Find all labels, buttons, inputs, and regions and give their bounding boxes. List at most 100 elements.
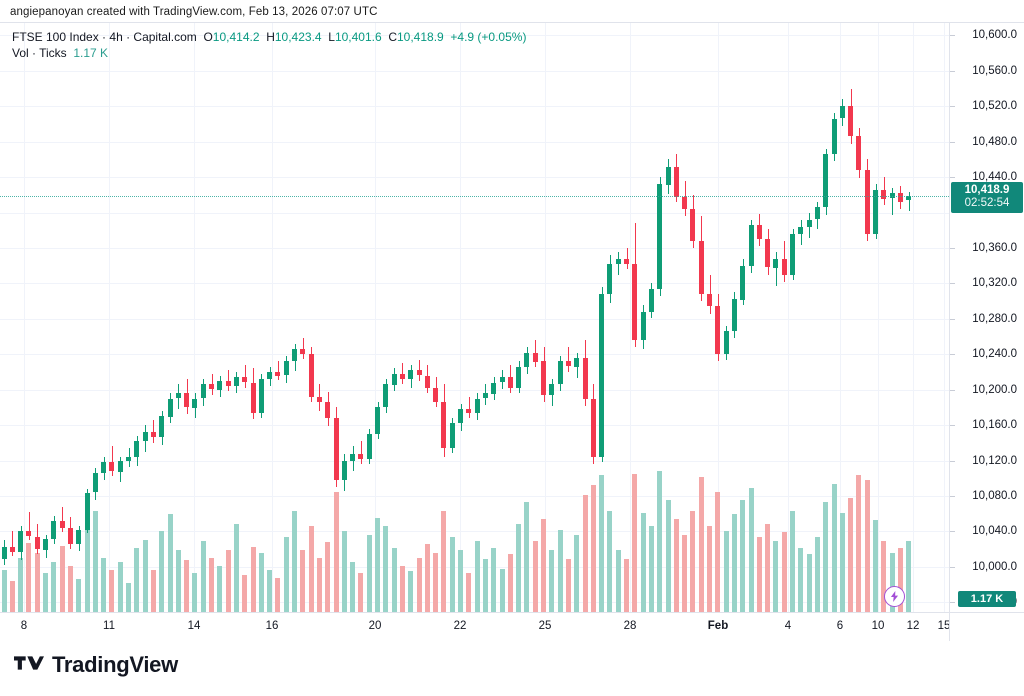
price-axis[interactable]: 10,600.0 10,560.0 10,520.0 10,480.0 10,440.0… (949, 23, 1024, 613)
volume-bar (184, 560, 189, 612)
volume-bar (441, 511, 446, 613)
price-tick-mark (950, 283, 955, 284)
volume-bar (591, 485, 596, 612)
candle-wick (892, 188, 893, 215)
volume-bar (168, 514, 173, 612)
gridline-vertical (24, 23, 25, 613)
candle-body (76, 530, 81, 544)
candle-body (43, 539, 48, 550)
price-tick-mark (950, 106, 955, 107)
gridline-horizontal (0, 567, 949, 568)
volume-bar (450, 537, 455, 612)
volume-bar (242, 575, 247, 612)
time-tick-label: 4 (784, 620, 792, 632)
current-price-value: 10,418.9 (964, 184, 1010, 196)
volume-bar (159, 531, 164, 612)
candle-body (334, 418, 339, 480)
candle-body (10, 547, 15, 552)
candle-body (541, 361, 546, 395)
time-tick-label: 6 (836, 620, 844, 632)
volume-bar (217, 566, 222, 612)
volume-bar (616, 550, 621, 612)
candle-body (666, 167, 671, 185)
candle-body (674, 167, 679, 197)
volume-bar (707, 526, 712, 612)
gridline-vertical (375, 23, 376, 613)
volume-bar (392, 548, 397, 612)
volume-bar (267, 570, 272, 612)
candle-wick (776, 252, 777, 286)
volume-bar (350, 562, 355, 612)
candle-body (649, 289, 654, 312)
candle-body (317, 397, 322, 402)
price-tick-label: 10,360.0 (972, 242, 1017, 254)
current-price-badge[interactable]: 10,418.9 02:52:54 (951, 182, 1023, 213)
price-tick-label: 10,600.0 (972, 29, 1017, 41)
volume-bar (624, 559, 629, 612)
time-tick-label: 20 (368, 620, 382, 632)
candle-body (782, 259, 787, 275)
gridline-vertical (878, 23, 879, 613)
candle-body (267, 372, 272, 379)
volume-bar (740, 500, 745, 612)
gridline-horizontal (0, 213, 949, 214)
chart-plot-area[interactable] (0, 23, 949, 613)
volume-bar (275, 578, 280, 612)
price-tick-mark (950, 496, 955, 497)
volume-bar (840, 513, 845, 612)
candle-body (259, 379, 264, 413)
candle-body (840, 106, 845, 118)
candle-body (234, 377, 239, 386)
volume-bar (632, 474, 637, 612)
candle-body (408, 370, 413, 379)
candle-body (134, 441, 139, 457)
candle-body (740, 266, 745, 300)
volume-bar (649, 526, 654, 612)
price-tick-label: 10,480.0 (972, 136, 1017, 148)
volume-bar (60, 546, 65, 612)
volume-bar (549, 550, 554, 612)
price-tick-label: 10,160.0 (972, 419, 1017, 431)
candle-wick (469, 397, 470, 418)
volume-bar (566, 559, 571, 612)
candle-body (508, 377, 513, 388)
candle-body (765, 239, 770, 267)
candle-body (192, 399, 197, 408)
gridline-vertical (460, 23, 461, 613)
time-tick-label: 12 (906, 620, 920, 632)
candle-body (383, 384, 388, 407)
candle-body (815, 207, 820, 219)
volume-bar (76, 579, 81, 612)
candle-body (757, 225, 762, 239)
gridline-horizontal (0, 283, 949, 284)
volume-bar (408, 571, 413, 612)
chart-frame: FTSE 100 Index · 4h · Capital.com O10,41… (0, 22, 1024, 613)
volume-bar (749, 488, 754, 612)
price-tick-label: 10,560.0 (972, 65, 1017, 77)
price-tick-mark (950, 319, 955, 320)
time-axis[interactable]: 8 11 14 16 20 22 25 28 Feb 4 6 10 12 15 (0, 612, 950, 641)
candle-body (881, 190, 886, 199)
volume-value-badge[interactable]: 1.17 K (958, 591, 1016, 607)
price-tick-label: 10,520.0 (972, 100, 1017, 112)
axis-corner (949, 612, 1024, 641)
price-tick-label: 10,240.0 (972, 348, 1017, 360)
price-tick-label: 10,280.0 (972, 313, 1017, 325)
volume-bar (309, 526, 314, 612)
candle-body (251, 383, 256, 413)
time-tick-label: 25 (538, 620, 552, 632)
candle-body (184, 393, 189, 407)
volume-bar (641, 513, 646, 612)
lightning-bolt-icon[interactable] (884, 586, 905, 607)
volume-bar (2, 570, 7, 612)
volume-bar (782, 532, 787, 612)
volume-bar (292, 511, 297, 613)
volume-bar (599, 475, 604, 612)
volume-bar (93, 511, 98, 613)
candle-body (699, 241, 704, 294)
candle-body (865, 170, 870, 234)
price-tick-mark (950, 71, 955, 72)
price-tick-mark (950, 248, 955, 249)
volume-bar (574, 535, 579, 612)
price-tick-mark (950, 354, 955, 355)
